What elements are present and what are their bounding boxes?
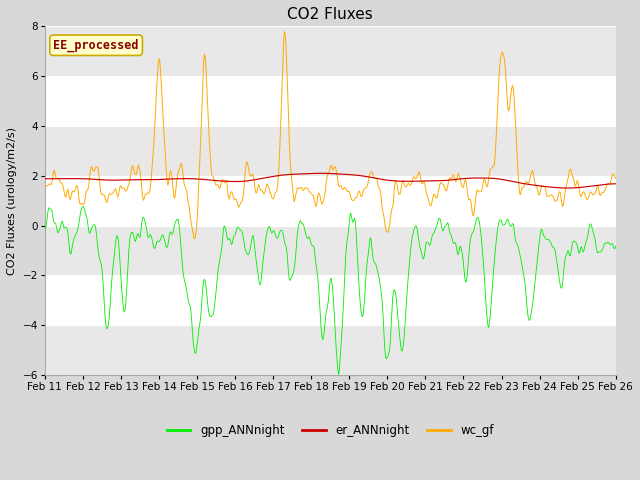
Legend: gpp_ANNnight, er_ANNnight, wc_gf: gpp_ANNnight, er_ANNnight, wc_gf: [162, 420, 499, 442]
Bar: [45, 226, 616, 276]
Title: CO2 Fluxes: CO2 Fluxes: [287, 7, 373, 22]
Bar: [45, 325, 616, 375]
Text: EE_processed: EE_processed: [53, 38, 139, 52]
Bar: [45, 126, 616, 176]
Bar: [45, 26, 616, 76]
Y-axis label: CO2 Fluxes (urology/m2/s): CO2 Fluxes (urology/m2/s): [7, 127, 17, 275]
